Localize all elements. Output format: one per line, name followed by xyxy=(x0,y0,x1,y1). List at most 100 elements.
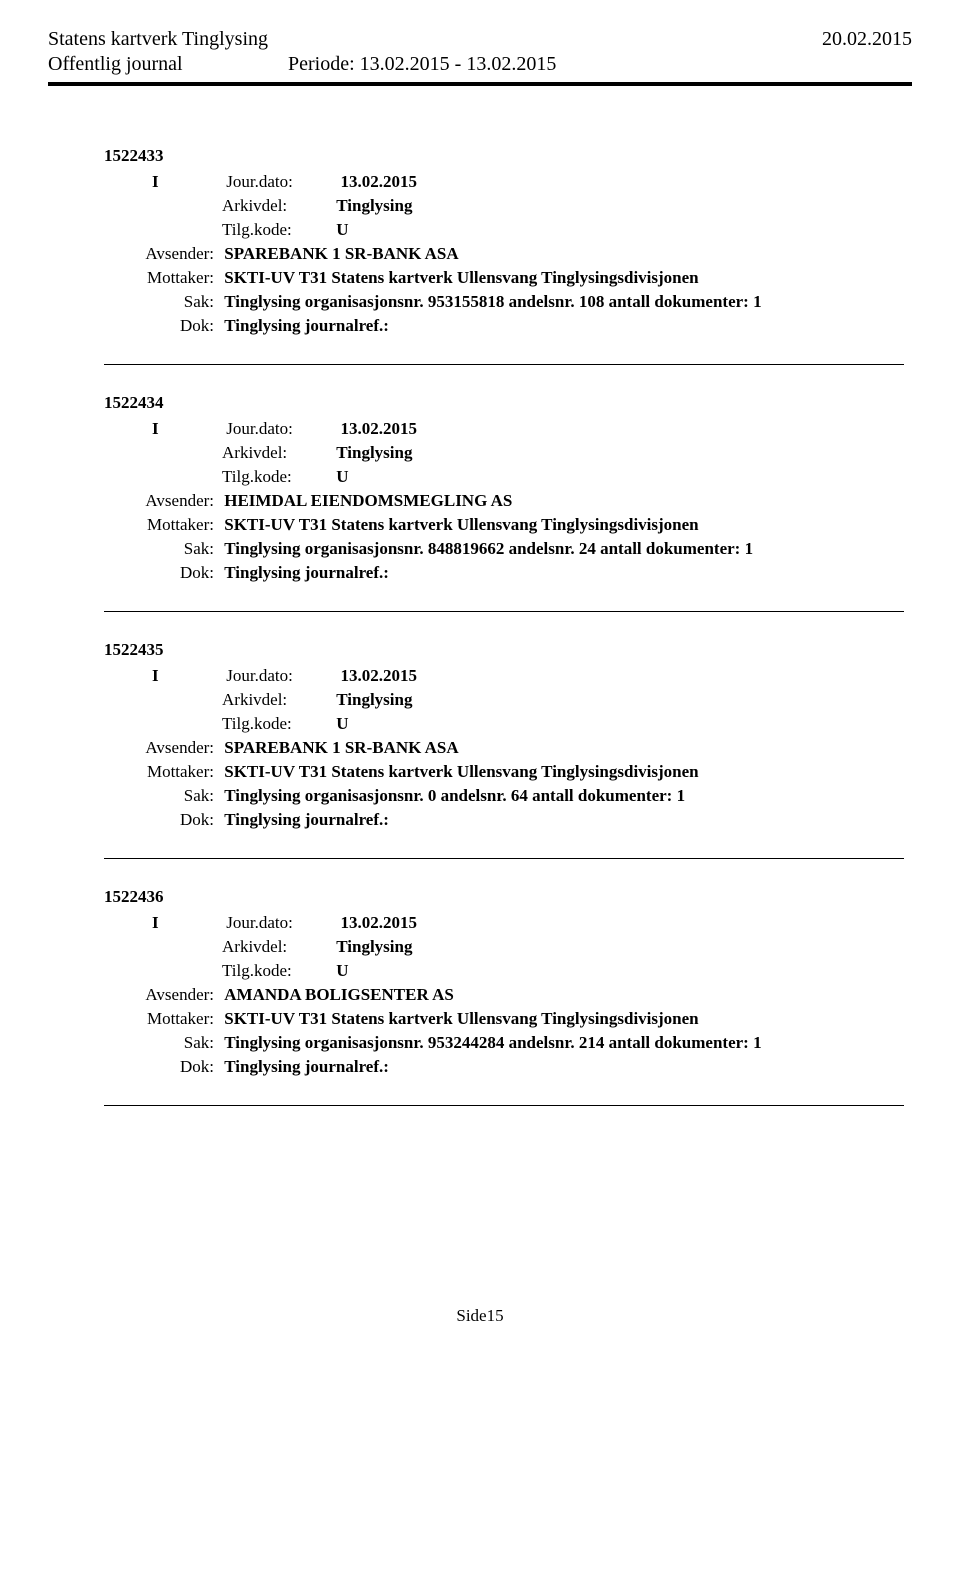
dok-value: Tinglysing journalref.: xyxy=(224,810,389,829)
arkivdel-label: Arkivdel: xyxy=(222,690,332,710)
arkivdel-value: Tinglysing xyxy=(336,937,412,956)
entry-type: I xyxy=(152,913,222,933)
journal-entry: 1522435 I Jour.dato: 13.02.2015 Arkivdel… xyxy=(48,640,912,859)
avsender-value: SPAREBANK 1 SR-BANK ASA xyxy=(224,244,458,263)
dok-label: Dok: xyxy=(128,316,214,336)
sak-value: Tinglysing organisasjonsnr. 953244284 an… xyxy=(224,1033,761,1052)
mottaker-label: Mottaker: xyxy=(128,515,214,535)
entry-type: I xyxy=(152,666,222,686)
sak-label: Sak: xyxy=(128,539,214,559)
entry-sak-row: Sak: Tinglysing organisasjonsnr. 9532442… xyxy=(128,1033,912,1053)
entry-mottaker-row: Mottaker: SKTI-UV T31 Statens kartverk U… xyxy=(128,515,912,535)
entry-arkivdel-row: Arkivdel: Tinglysing xyxy=(222,937,912,957)
entry-avsender-row: Avsender: AMANDA BOLIGSENTER AS xyxy=(128,985,912,1005)
jour-value: 13.02.2015 xyxy=(341,419,418,438)
mottaker-label: Mottaker: xyxy=(128,268,214,288)
entry-rule xyxy=(104,611,904,612)
entry-id: 1522435 xyxy=(104,640,912,660)
journal-entry: 1522434 I Jour.dato: 13.02.2015 Arkivdel… xyxy=(48,393,912,612)
arkivdel-label: Arkivdel: xyxy=(222,937,332,957)
jour-label: Jour.dato: xyxy=(226,172,336,192)
entry-tilgkode-row: Tilg.kode: U xyxy=(222,220,912,240)
entry-mottaker-row: Mottaker: SKTI-UV T31 Statens kartverk U… xyxy=(128,1009,912,1029)
header-period: Periode: 13.02.2015 - 13.02.2015 xyxy=(288,53,556,76)
arkivdel-label: Arkivdel: xyxy=(222,196,332,216)
entry-arkivdel-row: Arkivdel: Tinglysing xyxy=(222,196,912,216)
entry-jour-row: I Jour.dato: 13.02.2015 xyxy=(152,666,912,686)
mottaker-value: SKTI-UV T31 Statens kartverk Ullensvang … xyxy=(224,268,698,287)
mottaker-value: SKTI-UV T31 Statens kartverk Ullensvang … xyxy=(224,515,698,534)
entry-mottaker-row: Mottaker: SKTI-UV T31 Statens kartverk U… xyxy=(128,762,912,782)
mottaker-label: Mottaker: xyxy=(128,1009,214,1029)
entry-jour-row: I Jour.dato: 13.02.2015 xyxy=(152,172,912,192)
entry-arkivdel-row: Arkivdel: Tinglysing xyxy=(222,690,912,710)
sak-label: Sak: xyxy=(128,786,214,806)
entry-sak-row: Sak: Tinglysing organisasjonsnr. 8488196… xyxy=(128,539,912,559)
sak-value: Tinglysing organisasjonsnr. 0 andelsnr. … xyxy=(224,786,685,805)
dok-label: Dok: xyxy=(128,810,214,830)
tilgkode-label: Tilg.kode: xyxy=(222,467,332,487)
dok-value: Tinglysing journalref.: xyxy=(224,316,389,335)
avsender-value: SPAREBANK 1 SR-BANK ASA xyxy=(224,738,458,757)
tilgkode-label: Tilg.kode: xyxy=(222,714,332,734)
entry-rule xyxy=(104,858,904,859)
entry-id: 1522436 xyxy=(104,887,912,907)
jour-value: 13.02.2015 xyxy=(341,913,418,932)
header-journal: Offentlig journal xyxy=(48,53,288,76)
arkivdel-value: Tinglysing xyxy=(336,690,412,709)
tilgkode-value: U xyxy=(336,714,348,733)
dok-value: Tinglysing journalref.: xyxy=(224,563,389,582)
header-row: Statens kartverk Tinglysing 20.02.2015 xyxy=(48,28,912,51)
arkivdel-value: Tinglysing xyxy=(336,196,412,215)
entry-mottaker-row: Mottaker: SKTI-UV T31 Statens kartverk U… xyxy=(128,268,912,288)
dok-label: Dok: xyxy=(128,563,214,583)
tilgkode-value: U xyxy=(336,467,348,486)
avsender-label: Avsender: xyxy=(128,491,214,511)
dok-label: Dok: xyxy=(128,1057,214,1077)
entry-type: I xyxy=(152,172,222,192)
subheader-row: Offentlig journal Periode: 13.02.2015 - … xyxy=(48,53,912,76)
entry-id: 1522433 xyxy=(104,146,912,166)
entry-rule xyxy=(104,364,904,365)
jour-value: 13.02.2015 xyxy=(341,172,418,191)
page-footer: Side15 xyxy=(48,1306,912,1326)
entry-sak-row: Sak: Tinglysing organisasjonsnr. 0 andel… xyxy=(128,786,912,806)
entry-avsender-row: Avsender: HEIMDAL EIENDOMSMEGLING AS xyxy=(128,491,912,511)
avsender-value: HEIMDAL EIENDOMSMEGLING AS xyxy=(224,491,512,510)
entry-dok-row: Dok: Tinglysing journalref.: xyxy=(128,1057,912,1077)
entry-avsender-row: Avsender: SPAREBANK 1 SR-BANK ASA xyxy=(128,244,912,264)
period-value: 13.02.2015 - 13.02.2015 xyxy=(360,53,557,75)
mottaker-value: SKTI-UV T31 Statens kartverk Ullensvang … xyxy=(224,1009,698,1028)
jour-label: Jour.dato: xyxy=(226,913,336,933)
avsender-label: Avsender: xyxy=(128,244,214,264)
jour-label: Jour.dato: xyxy=(226,419,336,439)
jour-label: Jour.dato: xyxy=(226,666,336,686)
tilgkode-label: Tilg.kode: xyxy=(222,220,332,240)
sak-value: Tinglysing organisasjonsnr. 848819662 an… xyxy=(224,539,753,558)
entries-container: 1522433 I Jour.dato: 13.02.2015 Arkivdel… xyxy=(48,146,912,1106)
jour-value: 13.02.2015 xyxy=(341,666,418,685)
entry-type: I xyxy=(152,419,222,439)
entry-arkivdel-row: Arkivdel: Tinglysing xyxy=(222,443,912,463)
mottaker-value: SKTI-UV T31 Statens kartverk Ullensvang … xyxy=(224,762,698,781)
entry-tilgkode-row: Tilg.kode: U xyxy=(222,714,912,734)
avsender-label: Avsender: xyxy=(128,985,214,1005)
header-org: Statens kartverk Tinglysing xyxy=(48,28,268,51)
tilgkode-value: U xyxy=(336,220,348,239)
page: Statens kartverk Tinglysing 20.02.2015 O… xyxy=(0,0,960,1366)
tilgkode-label: Tilg.kode: xyxy=(222,961,332,981)
avsender-label: Avsender: xyxy=(128,738,214,758)
mottaker-label: Mottaker: xyxy=(128,762,214,782)
header-rule xyxy=(48,82,912,86)
sak-label: Sak: xyxy=(128,1033,214,1053)
dok-value: Tinglysing journalref.: xyxy=(224,1057,389,1076)
entry-sak-row: Sak: Tinglysing organisasjonsnr. 9531558… xyxy=(128,292,912,312)
header-date: 20.02.2015 xyxy=(822,28,912,51)
entry-rule xyxy=(104,1105,904,1106)
entry-jour-row: I Jour.dato: 13.02.2015 xyxy=(152,913,912,933)
entry-jour-row: I Jour.dato: 13.02.2015 xyxy=(152,419,912,439)
entry-tilgkode-row: Tilg.kode: U xyxy=(222,961,912,981)
entry-id: 1522434 xyxy=(104,393,912,413)
entry-dok-row: Dok: Tinglysing journalref.: xyxy=(128,563,912,583)
journal-entry: 1522436 I Jour.dato: 13.02.2015 Arkivdel… xyxy=(48,887,912,1106)
